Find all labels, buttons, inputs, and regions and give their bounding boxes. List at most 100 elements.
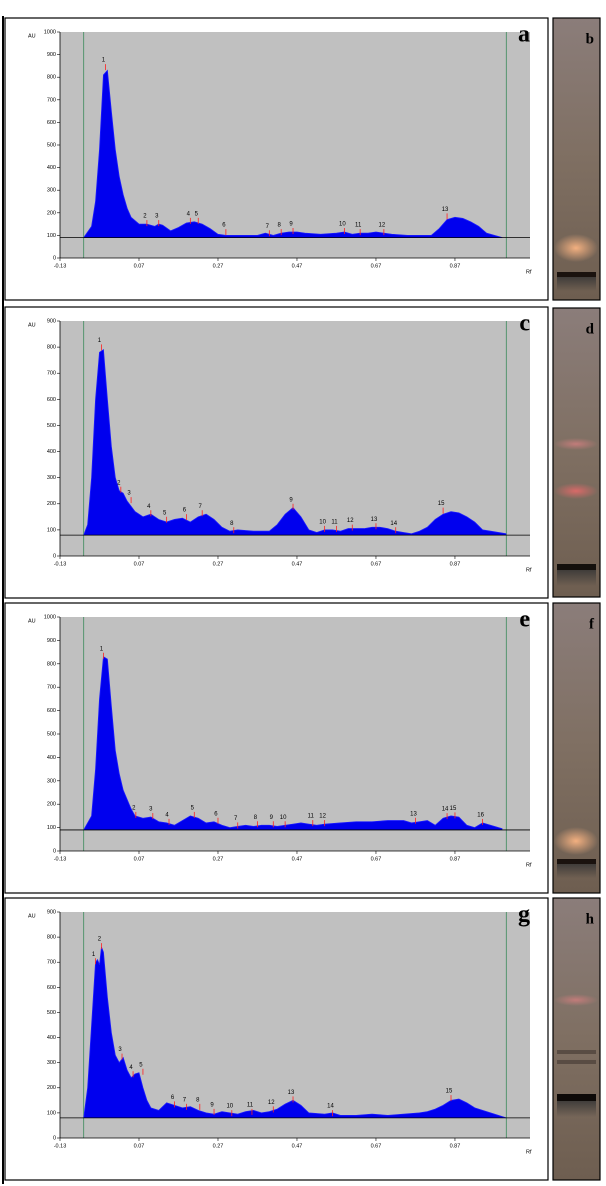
peak-label: 11 [308, 814, 315, 820]
x-tick-label: 0.87 [450, 1143, 461, 1149]
band [557, 864, 596, 878]
peak-label: 8 [254, 815, 258, 821]
peak-area [83, 947, 507, 1118]
plate-h: h [552, 897, 601, 1181]
peak-label: 2 [98, 937, 102, 943]
x-tick-label: 0.47 [292, 1143, 303, 1149]
band [554, 483, 598, 499]
y-tick-label: 100 [47, 1110, 56, 1116]
x-tick-label: 0.47 [292, 561, 303, 567]
x-tick-label: 0.87 [450, 263, 461, 269]
peak-label: 4 [147, 504, 151, 510]
peak-label: 9 [289, 497, 293, 503]
y-tick-label: 700 [47, 960, 56, 966]
panel-label: a [518, 22, 530, 48]
y-tick-label: 700 [47, 371, 56, 377]
plate [552, 897, 601, 1181]
band [554, 827, 598, 855]
chart-panel: 0 100 200 300 400 500 600 700 800 900 1000 -0.13 0.0… [4, 17, 549, 301]
x-tick-label: -0.13 [54, 1143, 67, 1149]
peak-label: 5 [191, 805, 195, 811]
chart-panel: 0 100 200 300 400 500 600 700 800 900 -0.13 0.07 0.2… [4, 897, 549, 1181]
x-tick-label: 0.07 [134, 856, 145, 862]
y-tick-label: 1000 [44, 614, 56, 620]
densitogram-line [83, 656, 503, 831]
plate-label: d [586, 321, 595, 337]
peak-label: 4 [165, 812, 169, 818]
chart-panel: 0 100 200 300 400 500 600 700 800 900 1000 -0.13 0.0… [4, 602, 549, 894]
y-tick-label: 400 [47, 755, 56, 761]
y-axis-label: AU [28, 913, 36, 919]
peak-label: 3 [155, 214, 159, 220]
y-tick-label: 0 [53, 553, 56, 559]
peak-label: 1 [102, 58, 106, 64]
x-axis-label: Rf [526, 1149, 532, 1155]
chart-panel: 0 100 200 300 400 500 600 700 800 900 -0.13 0.07 0.2… [4, 306, 549, 599]
band [557, 1050, 596, 1054]
y-tick-label: 0 [53, 255, 56, 261]
y-tick-label: 900 [47, 638, 56, 644]
y-tick-label: 300 [47, 475, 56, 481]
peak-label: 13 [288, 1090, 295, 1096]
peak-label: 10 [339, 222, 346, 228]
band [554, 438, 598, 450]
peak-label: 13 [410, 811, 417, 817]
peak-label: 11 [331, 519, 338, 525]
densitogram-line [83, 69, 503, 239]
peak-label: 14 [390, 521, 397, 527]
band [557, 1060, 596, 1064]
plate-label: b [586, 31, 594, 47]
x-tick-label: -0.13 [54, 856, 67, 862]
y-tick-label: 300 [47, 778, 56, 784]
plate-label: h [586, 911, 595, 927]
peak-label: 12 [319, 814, 326, 820]
y-tick-label: 300 [47, 188, 56, 194]
y-tick-label: 700 [47, 97, 56, 103]
peak-label: 10 [226, 1104, 233, 1110]
peak-label: 4 [129, 1065, 133, 1071]
y-tick-label: 600 [47, 985, 56, 991]
peak-label: 11 [355, 223, 362, 229]
panel-label: g [518, 902, 530, 928]
plate-d: d [552, 307, 601, 598]
peak-label: 6 [222, 223, 226, 229]
peak-label: 6 [183, 508, 187, 514]
peak-label: 14 [327, 1104, 334, 1110]
band [557, 564, 596, 570]
y-tick-label: 800 [47, 75, 56, 81]
band [557, 277, 596, 291]
x-tick-label: 0.27 [213, 1143, 224, 1149]
y-tick-label: 500 [47, 142, 56, 148]
peak-label: 4 [187, 211, 191, 217]
x-axis-label: Rf [526, 862, 532, 868]
x-tick-label: 0.07 [134, 263, 145, 269]
y-axis-label: AU [28, 33, 36, 39]
peak-label: 1 [100, 646, 104, 652]
peak-label: 1 [92, 952, 96, 958]
plate-label: f [589, 616, 595, 632]
peak-label: 8 [278, 223, 282, 229]
peak-label: 14 [442, 807, 449, 813]
y-tick-label: 100 [47, 233, 56, 239]
x-tick-label: 0.87 [450, 561, 461, 567]
plate [552, 307, 601, 598]
y-tick-label: 500 [47, 731, 56, 737]
x-tick-label: -0.13 [54, 263, 67, 269]
peak-label: 11 [247, 1102, 254, 1108]
y-tick-label: 800 [47, 935, 56, 941]
peak-label: 8 [196, 1097, 200, 1103]
peak-label: 2 [132, 805, 136, 811]
peak-label: 5 [139, 1062, 143, 1068]
peak-label: 1 [98, 338, 102, 344]
band [557, 570, 596, 586]
peak-area [83, 656, 503, 830]
peak-label: 7 [183, 1097, 187, 1103]
x-tick-label: 0.47 [292, 263, 303, 269]
plate-b: b [552, 17, 601, 301]
y-tick-label: 900 [47, 909, 56, 915]
plot-background [60, 617, 530, 851]
peak-label: 2 [143, 214, 147, 220]
y-tick-label: 500 [47, 423, 56, 429]
y-tick-label: 800 [47, 661, 56, 667]
